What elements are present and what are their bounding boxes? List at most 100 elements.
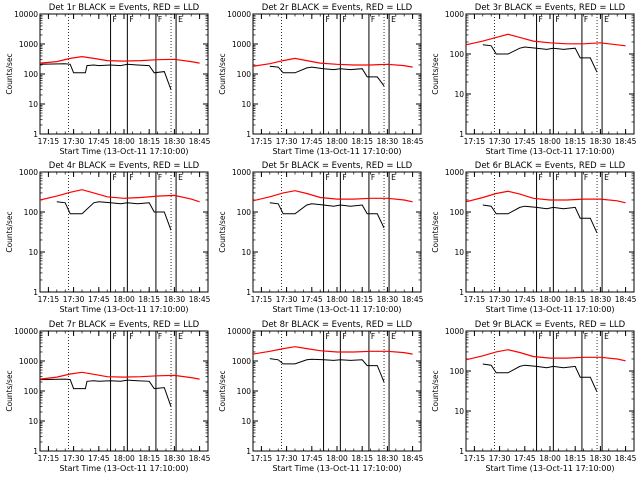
x-tick-label: 18:45: [402, 454, 424, 463]
series-line-events: [269, 202, 385, 229]
x-tick-label: 17:30: [489, 137, 511, 146]
y-tick-label: 1000: [232, 40, 251, 49]
panel-title: Det 5r BLACK = Events, RED = LLD: [262, 161, 413, 171]
y-tick-label: 1: [246, 130, 251, 139]
x-tick-label: 17:45: [514, 137, 536, 146]
x-axis-label: Start Time (13-Oct-11 17:10:00): [272, 147, 401, 156]
flag-label: F: [326, 173, 330, 182]
x-tick-label: 17:30: [276, 454, 298, 463]
x-tick-label: 18:00: [113, 137, 135, 146]
y-tick-label: 1000: [19, 357, 38, 366]
y-tick-label: 1000: [19, 168, 38, 177]
x-tick-label: 18:15: [138, 137, 160, 146]
flag-label: F: [539, 173, 543, 182]
x-tick-label: 18:30: [377, 137, 399, 146]
flag-label: F: [342, 15, 346, 24]
panel-title: Det 2r BLACK = Events, RED = LLD: [262, 3, 413, 13]
y-axis-label: Counts/sec: [431, 53, 440, 94]
flag-label: F: [129, 332, 133, 341]
plot-frame: [465, 171, 635, 293]
x-tick-label: 17:15: [251, 295, 273, 304]
y-tick-label: 10: [241, 417, 251, 426]
flag-label: E: [391, 173, 396, 182]
y-tick-label: 10: [454, 407, 464, 416]
x-tick-label: 17:30: [63, 137, 85, 146]
y-tick-label: 1: [33, 288, 38, 297]
x-tick-label: 17:15: [38, 137, 60, 146]
x-tick-label: 17:15: [464, 295, 486, 304]
series-line-events: [482, 204, 598, 234]
panel-det-2: Det 2r BLACK = Events, RED = LLD 1 10 100 10…: [218, 3, 424, 156]
x-tick-label: 18:15: [351, 295, 373, 304]
y-tick-label: 1: [459, 130, 464, 139]
x-tick-label: 18:00: [113, 295, 135, 304]
y-axis-label: Counts/sec: [5, 370, 14, 411]
flag-label: F: [555, 15, 559, 24]
panel-title: Det 1r BLACK = Events, RED = LLD: [49, 3, 200, 13]
flag-label: F: [113, 15, 117, 24]
flag-label: F: [326, 15, 330, 24]
panel-det-3: Det 3r BLACK = Events, RED = LLD 1 10 100 10…: [431, 3, 637, 156]
x-tick-label: 18:15: [351, 137, 373, 146]
y-tick-label: 10000: [14, 10, 38, 19]
y-tick-label: 1000: [445, 327, 464, 336]
series-line-lld: [252, 57, 413, 68]
x-axis-label: Start Time (13-Oct-11 17:10:00): [59, 147, 188, 156]
x-tick-label: 18:30: [590, 454, 612, 463]
flag-label: F: [113, 332, 117, 341]
x-tick-label: 17:45: [301, 454, 323, 463]
flag-label: F: [371, 173, 375, 182]
y-axis-label: Counts/sec: [218, 53, 227, 94]
x-tick-label: 18:15: [351, 454, 373, 463]
y-tick-label: 1: [246, 288, 251, 297]
y-tick-label: 100: [24, 208, 39, 217]
y-tick-label: 1000: [445, 168, 464, 177]
y-tick-label: 10000: [227, 327, 251, 336]
series-line-lld: [39, 371, 200, 380]
plot-frame: [465, 13, 635, 135]
panel-det-4: Det 4r BLACK = Events, RED = LLD 1 10 100 10…: [5, 161, 211, 314]
x-tick-label: 17:45: [88, 137, 110, 146]
y-axis-label: Counts/sec: [218, 211, 227, 252]
y-tick-label: 100: [450, 208, 465, 217]
panel-title: Det 4r BLACK = Events, RED = LLD: [49, 161, 200, 171]
x-tick-label: 18:45: [615, 454, 637, 463]
plot-frame: [39, 330, 209, 452]
x-tick-label: 17:45: [301, 295, 323, 304]
y-tick-label: 1000: [445, 10, 464, 19]
series-line-events: [482, 44, 598, 73]
y-tick-label: 1: [459, 288, 464, 297]
panel-det-9: Det 9r BLACK = Events, RED = LLD 1 10 100 10…: [431, 320, 637, 473]
panel-title: Det 7r BLACK = Events, RED = LLD: [49, 320, 200, 330]
y-tick-label: 100: [24, 387, 39, 396]
panel-title: Det 3r BLACK = Events, RED = LLD: [475, 3, 626, 13]
x-tick-label: 17:15: [251, 137, 273, 146]
x-tick-label: 17:45: [88, 295, 110, 304]
flag-label: E: [391, 332, 396, 341]
y-tick-label: 1: [459, 447, 464, 456]
series-line-lld: [252, 190, 413, 203]
panel-title: Det 6r BLACK = Events, RED = LLD: [475, 161, 626, 171]
y-tick-label: 100: [450, 50, 465, 59]
x-tick-label: 17:45: [514, 295, 536, 304]
plot-frame: [39, 171, 209, 293]
y-tick-label: 1000: [232, 357, 251, 366]
x-tick-label: 18:00: [539, 295, 561, 304]
y-tick-label: 100: [237, 208, 252, 217]
x-tick-label: 18:30: [377, 295, 399, 304]
plot-frame: [465, 330, 635, 452]
x-tick-label: 18:45: [402, 295, 424, 304]
x-tick-label: 17:45: [88, 454, 110, 463]
x-tick-label: 18:30: [164, 137, 186, 146]
flag-label: E: [178, 15, 183, 24]
plot-frame: [252, 13, 422, 135]
panel-det-5: Det 5r BLACK = Events, RED = LLD 1 10 100 10…: [218, 161, 424, 314]
flag-label: F: [584, 332, 588, 341]
x-axis-label: Start Time (13-Oct-11 17:10:00): [272, 305, 401, 314]
series-line-lld: [465, 190, 626, 204]
x-tick-label: 18:15: [138, 295, 160, 304]
flag-label: F: [113, 173, 117, 182]
panel-det-7: Det 7r BLACK = Events, RED = LLD 1 10 100 10…: [5, 320, 211, 473]
x-tick-label: 18:15: [564, 454, 586, 463]
y-tick-label: 1: [246, 447, 251, 456]
